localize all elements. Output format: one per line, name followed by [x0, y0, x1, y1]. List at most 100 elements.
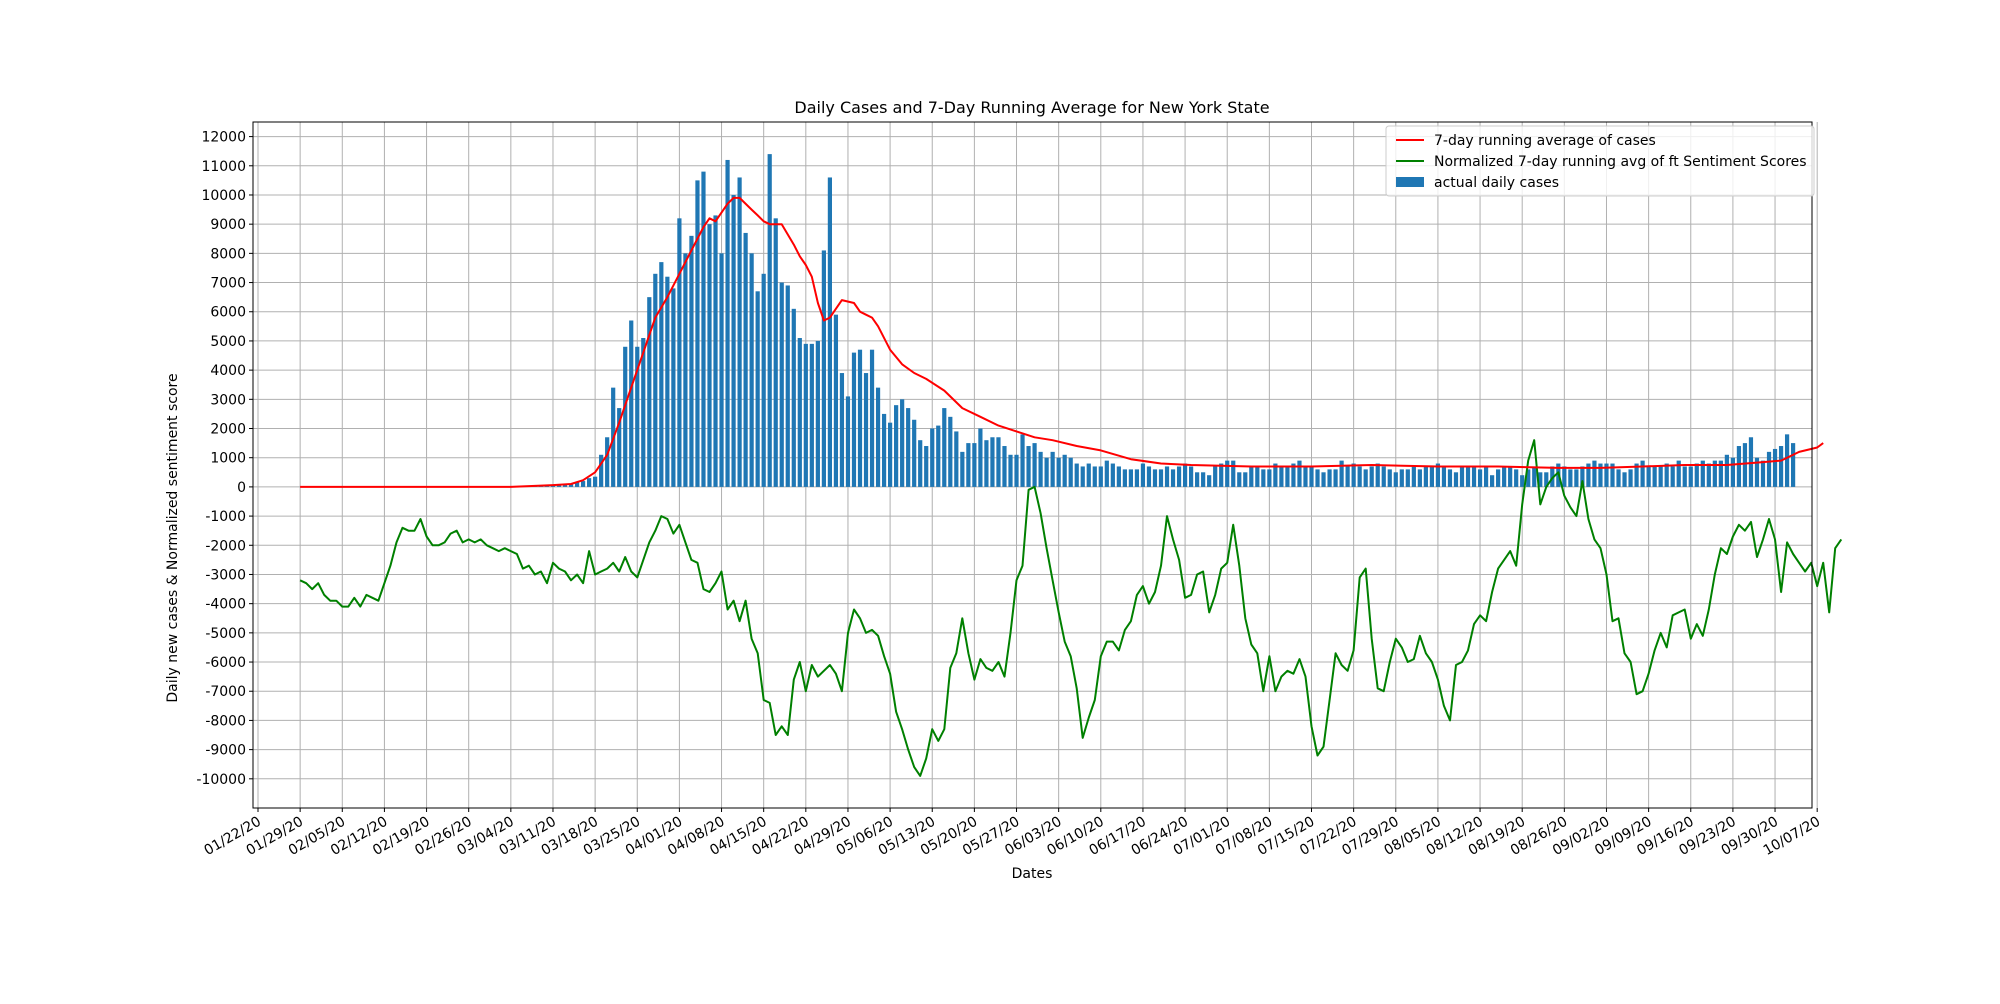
daily-cases-bar [1761, 461, 1765, 487]
daily-cases-bar [683, 253, 687, 487]
daily-cases-bar [629, 321, 633, 487]
daily-cases-bar [1418, 469, 1422, 487]
legend-label-sentiment: Normalized 7-day running avg of ft Senti… [1434, 154, 1807, 170]
x-axis-label: Dates [1012, 866, 1053, 882]
daily-cases-bar [972, 443, 976, 487]
y-tick-label: -10000 [196, 772, 246, 788]
daily-cases-bar [1665, 464, 1669, 487]
daily-cases-bar [1622, 472, 1626, 487]
daily-cases-bar [1725, 455, 1729, 487]
daily-cases-bar [1231, 461, 1235, 487]
daily-cases-bar [707, 224, 711, 487]
daily-cases-bar [1785, 434, 1789, 487]
daily-cases-bar [1051, 452, 1055, 487]
daily-cases-bar [1008, 455, 1012, 487]
daily-cases-bar [1448, 469, 1452, 487]
daily-cases-bar [1249, 466, 1253, 486]
y-tick-label: -9000 [205, 743, 246, 759]
daily-cases-bar [984, 440, 988, 487]
daily-cases-bar [719, 253, 723, 487]
daily-cases-bar [1394, 472, 1398, 487]
daily-cases-bar [768, 154, 772, 487]
y-tick-label: -8000 [205, 713, 246, 729]
daily-cases-bar [888, 423, 892, 487]
daily-cases-bar [1466, 466, 1470, 486]
daily-cases-bar [1321, 472, 1325, 487]
daily-cases-bar [750, 253, 754, 487]
daily-cases-bar [930, 429, 934, 487]
daily-cases-bar [1460, 466, 1464, 486]
y-tick-label: 0 [237, 480, 246, 496]
daily-cases-bar [1135, 469, 1139, 487]
daily-cases-bar [1026, 446, 1030, 487]
daily-cases-bar [804, 344, 808, 487]
daily-cases-bar [990, 437, 994, 487]
daily-cases-bar [677, 218, 681, 487]
daily-cases-bar [1117, 466, 1121, 486]
daily-cases-bar [1243, 472, 1247, 487]
y-tick-label: 1000 [210, 451, 246, 467]
y-tick-label: 5000 [210, 334, 246, 350]
daily-cases-bar [1111, 464, 1115, 487]
y-tick-label: -3000 [205, 567, 246, 583]
daily-cases-bar [1376, 464, 1380, 487]
y-tick-label: 10000 [201, 188, 246, 204]
daily-cases-bar [605, 437, 609, 487]
daily-cases-bar [713, 215, 717, 486]
daily-cases-bar [1237, 472, 1241, 487]
daily-cases-bar [1267, 469, 1271, 487]
daily-cases-bar [1189, 466, 1193, 486]
daily-cases-bar [1093, 466, 1097, 486]
daily-cases-bar [1430, 466, 1434, 486]
daily-cases-bar [996, 437, 1000, 487]
x-axis: 01/22/2001/29/2002/05/2002/12/2002/19/20… [202, 808, 1824, 859]
daily-cases-bar [587, 478, 591, 487]
legend-label-avg-cases: 7-day running average of cases [1434, 133, 1656, 149]
daily-cases-bar [1478, 469, 1482, 487]
y-tick-label: -5000 [205, 626, 246, 642]
y-tick-label: 12000 [201, 130, 246, 146]
y-tick-label: 11000 [201, 159, 246, 175]
daily-cases-bar [738, 177, 742, 486]
legend-label-daily-cases: actual daily cases [1434, 175, 1559, 191]
bar-series [515, 154, 1795, 487]
daily-cases-bar [1514, 469, 1518, 487]
daily-cases-bar [906, 408, 910, 487]
daily-cases-bar [1628, 469, 1632, 487]
daily-cases-bar [1014, 455, 1018, 487]
daily-cases-bar [1105, 461, 1109, 487]
daily-cases-bar [1388, 469, 1392, 487]
daily-cases-bar [876, 388, 880, 487]
legend-swatch-daily-cases [1396, 177, 1424, 187]
daily-cases-bar [689, 236, 693, 487]
daily-cases-bar [864, 373, 868, 487]
daily-cases-bar [1147, 466, 1151, 486]
daily-cases-bar [1183, 464, 1187, 487]
daily-cases-bar [1087, 464, 1091, 487]
y-tick-label: -1000 [205, 509, 246, 525]
daily-cases-bar [1406, 469, 1410, 487]
daily-cases-bar [1002, 446, 1006, 487]
daily-cases-bar [1039, 452, 1043, 487]
daily-cases-bar [1412, 466, 1416, 486]
y-tick-label: -4000 [205, 597, 246, 613]
daily-cases-bar [581, 481, 585, 487]
daily-cases-bar [1081, 466, 1085, 486]
daily-cases-bar [1165, 466, 1169, 486]
daily-cases-bar [641, 338, 645, 487]
daily-cases-bar [1346, 466, 1350, 486]
daily-cases-bar [1743, 443, 1747, 487]
daily-cases-bar [695, 180, 699, 487]
daily-cases-bar [954, 431, 958, 486]
daily-cases-bar [1340, 461, 1344, 487]
daily-cases-bar [960, 452, 964, 487]
daily-cases-bar [1695, 464, 1699, 487]
daily-cases-bar [942, 408, 946, 487]
daily-cases-bar [1647, 466, 1651, 486]
daily-cases-bar [1327, 469, 1331, 487]
daily-cases-bar [1653, 466, 1657, 486]
daily-cases-bar [1045, 458, 1049, 487]
daily-cases-bar [1502, 466, 1506, 486]
daily-cases-bar [1568, 469, 1572, 487]
